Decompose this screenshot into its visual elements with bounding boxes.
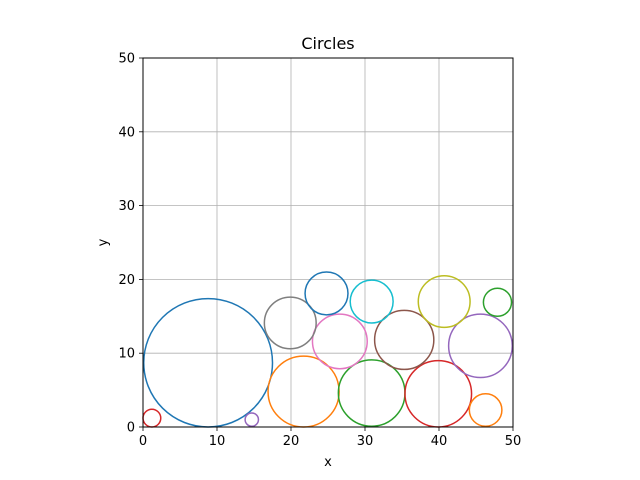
x-tick-label: 30: [357, 434, 374, 449]
circle-mark: [482, 287, 513, 318]
circle-mark: [304, 271, 349, 316]
circle-mark: [349, 279, 394, 324]
ticks: 0 10 20 30 40 50 0 10 20 30 40 50: [118, 52, 521, 450]
y-tick-label: 30: [118, 199, 135, 214]
circle-mark: [263, 296, 317, 350]
y-tick-label: 20: [118, 273, 135, 288]
plot-frame: [142, 57, 514, 428]
x-tick-label: 40: [431, 434, 448, 449]
y-tick-label: 10: [118, 347, 135, 362]
chart-title: Circles: [301, 34, 354, 53]
circle-mark: [311, 313, 368, 370]
x-axis-label: x: [324, 455, 332, 470]
x-tick-label: 50: [505, 434, 522, 449]
circle-mark: [373, 309, 435, 371]
x-tick-label: 20: [283, 434, 300, 449]
circle-mark: [468, 393, 503, 428]
x-tick-label: 10: [209, 434, 226, 449]
circle-mark: [447, 313, 514, 379]
y-tick-label: 40: [118, 125, 135, 140]
grid: [142, 57, 514, 428]
y-axis-label: y: [96, 238, 111, 246]
circle-mark: [417, 274, 471, 329]
y-tick-label: 50: [118, 52, 135, 67]
y-tick-label: 0: [127, 421, 135, 436]
x-tick-label: 0: [139, 434, 147, 449]
circle-mark: [244, 412, 260, 428]
